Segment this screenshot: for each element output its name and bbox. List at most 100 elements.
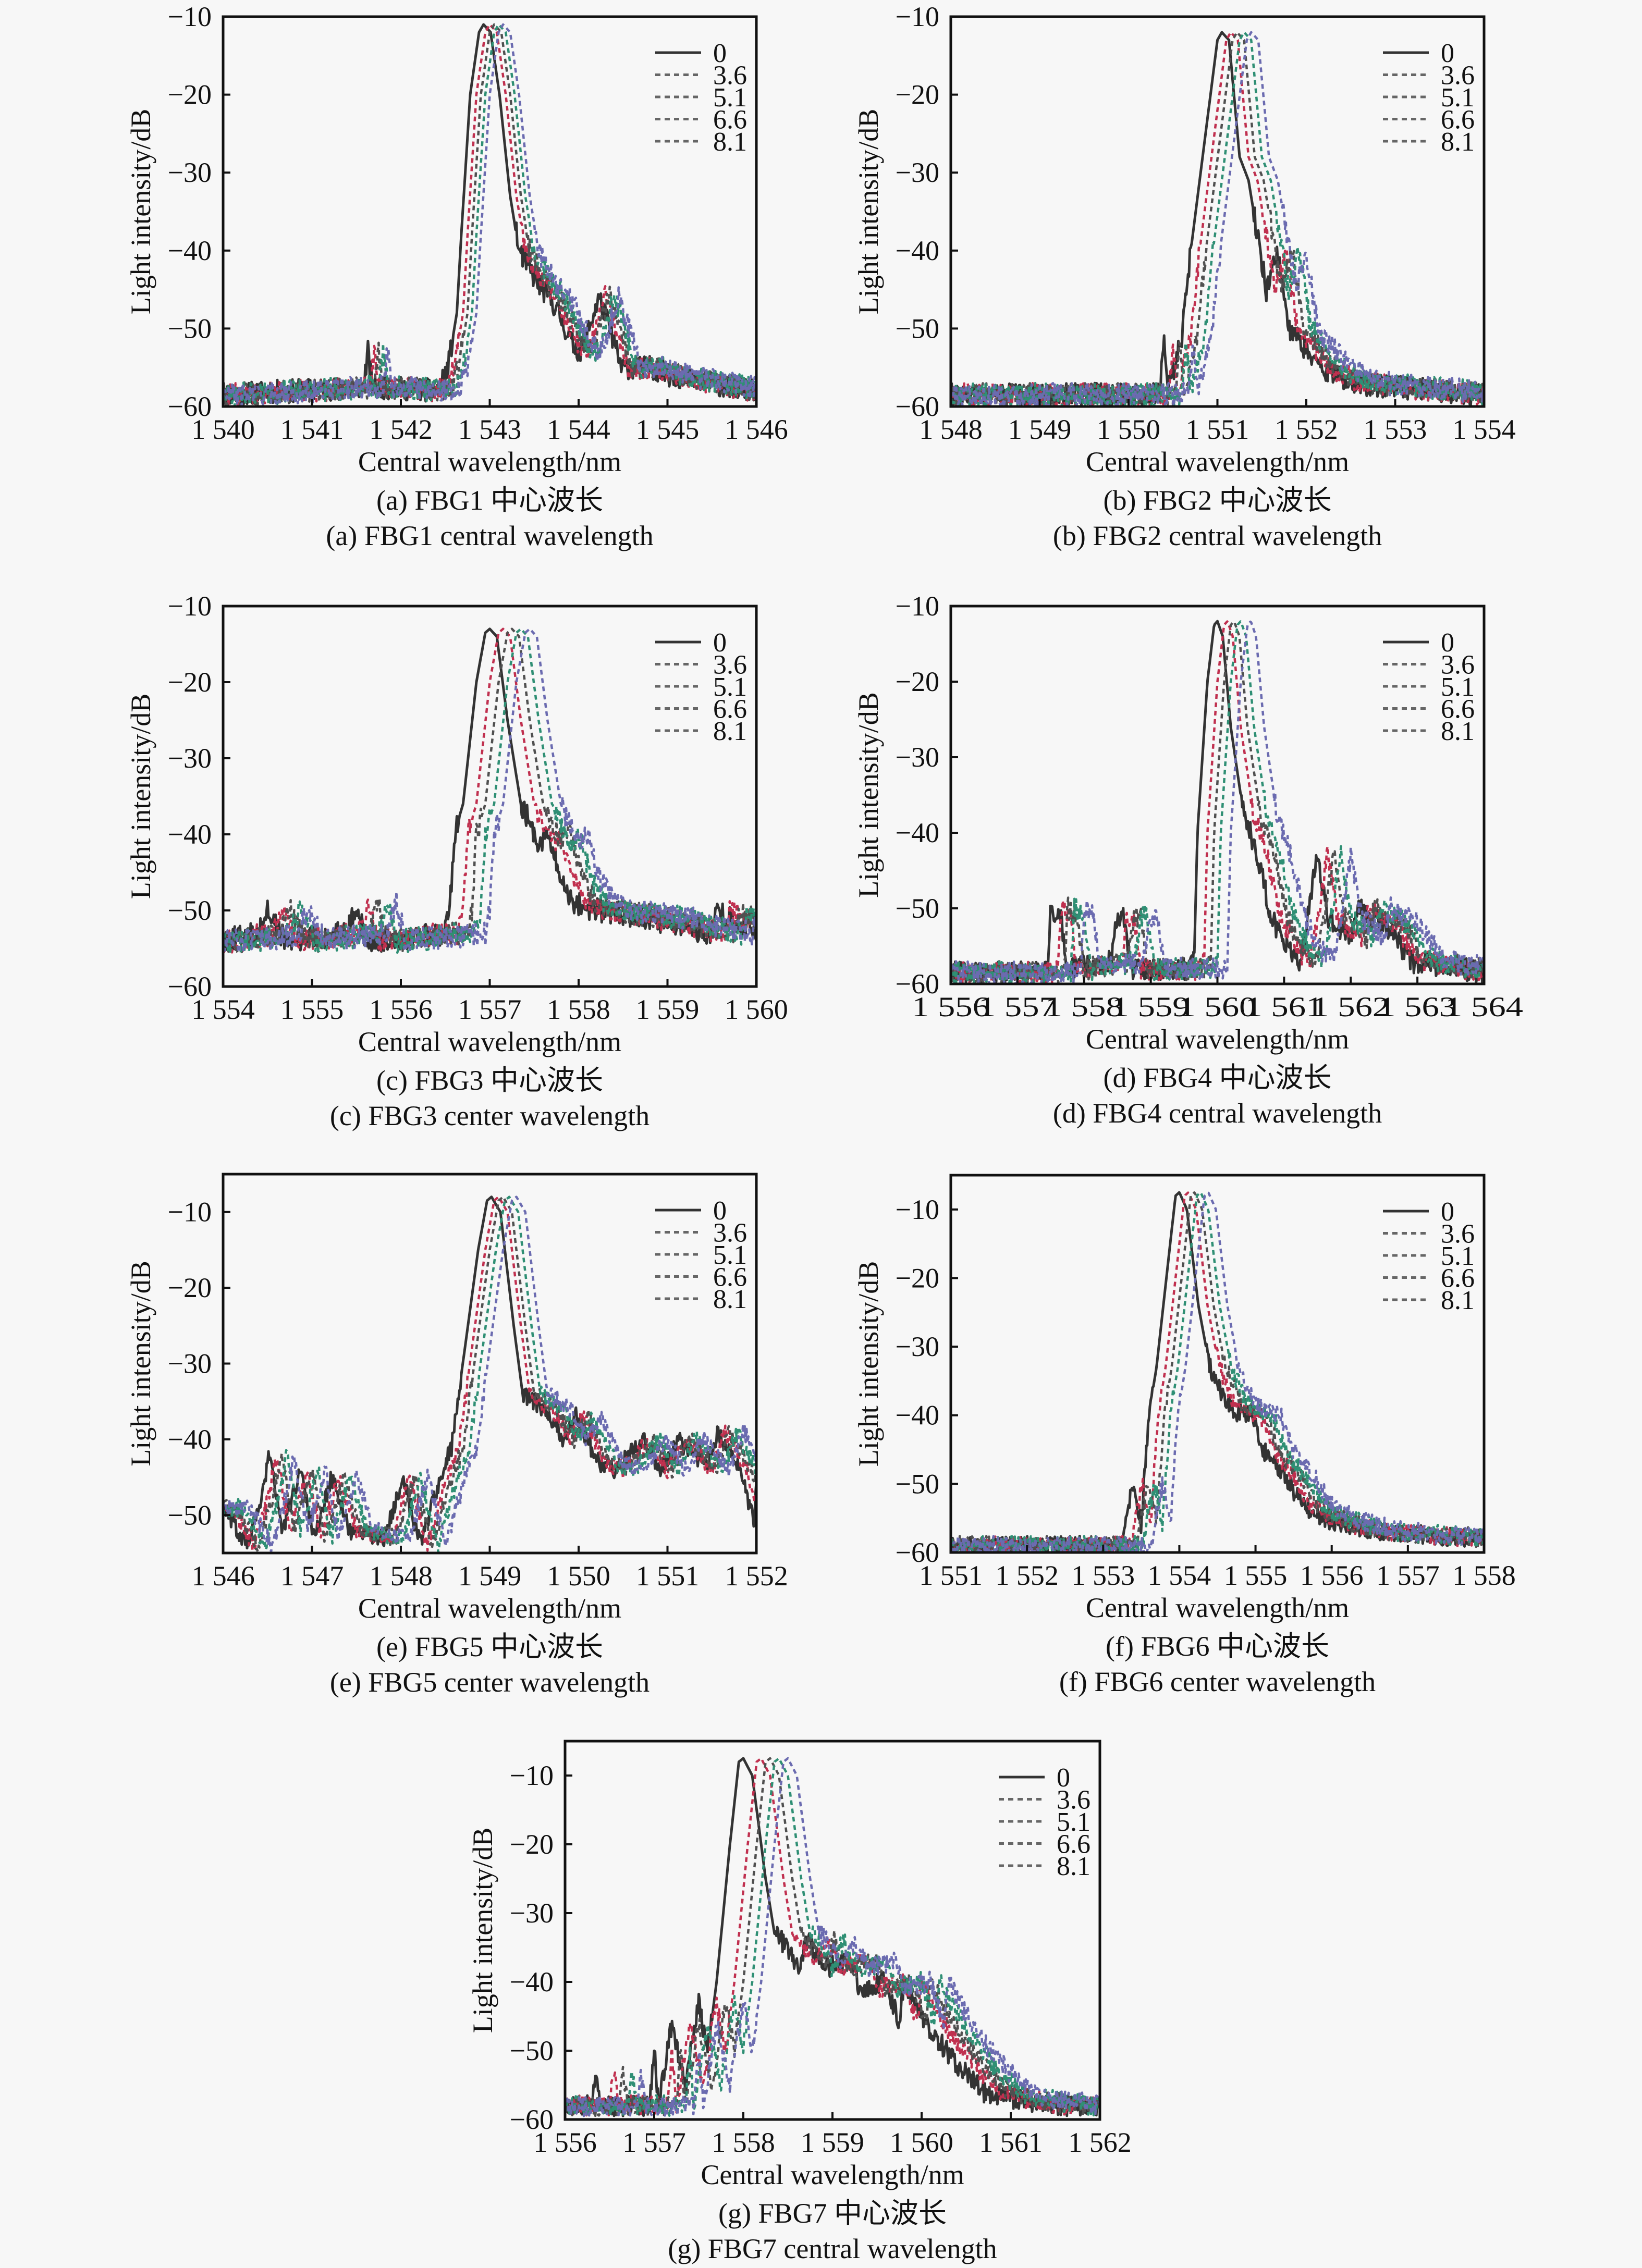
y-tick-label: −20 bbox=[510, 1829, 554, 1860]
legend-label: 3.6 bbox=[1441, 1219, 1475, 1249]
x-tick-label: 1 556 bbox=[912, 991, 990, 1022]
y-axis-label: Light intensity/dB bbox=[125, 109, 156, 315]
x-tick-label: 1 540 bbox=[191, 414, 255, 445]
series-line-8-1 bbox=[223, 23, 756, 406]
x-tick-label: 1 559 bbox=[801, 2127, 864, 2158]
legend-label: 6.6 bbox=[713, 1263, 747, 1292]
series-line-3-6 bbox=[565, 1757, 1100, 2117]
x-axis-label: Central wavelength/nm bbox=[358, 1026, 621, 1057]
legend-label: 8.1 bbox=[1441, 127, 1475, 157]
legend-label: 5.1 bbox=[713, 83, 747, 113]
legend-label: 3.6 bbox=[1057, 1785, 1090, 1815]
x-tick-label: 1 552 bbox=[725, 1560, 788, 1592]
legend-label: 8.1 bbox=[1057, 1852, 1090, 1881]
y-tick-label: −40 bbox=[896, 817, 939, 848]
y-tick-label: −30 bbox=[168, 743, 212, 774]
series-line-5-1 bbox=[565, 1757, 1100, 2117]
x-tick-label: 1 550 bbox=[547, 1560, 610, 1592]
x-tick-label: 1 547 bbox=[280, 1560, 344, 1592]
caption-en: (d) FBG4 central wavelength bbox=[1053, 1098, 1382, 1129]
series-group bbox=[951, 31, 1484, 406]
series-line-5-1 bbox=[223, 23, 756, 406]
caption-cn: (d) FBG4 中心波长 bbox=[1103, 1062, 1331, 1093]
x-tick-label: 1 541 bbox=[280, 414, 344, 445]
x-tick-label: 1 562 bbox=[1312, 991, 1390, 1022]
y-tick-label: −20 bbox=[896, 666, 939, 697]
x-tick-label: 1 555 bbox=[280, 994, 344, 1025]
series-line-6-6 bbox=[565, 1757, 1100, 2117]
y-tick-label: −40 bbox=[168, 235, 212, 266]
x-tick-label: 1 544 bbox=[547, 414, 610, 445]
x-tick-label: 1 558 bbox=[547, 994, 610, 1025]
legend-label: 0 bbox=[713, 1196, 727, 1226]
x-tick-label: 1 552 bbox=[1275, 414, 1338, 445]
y-tick-label: −10 bbox=[896, 590, 939, 622]
y-tick-label: −20 bbox=[168, 79, 212, 110]
x-tick-label: 1 551 bbox=[636, 1560, 700, 1592]
legend-label: 8.1 bbox=[713, 717, 747, 746]
series-line-3-6 bbox=[223, 23, 756, 406]
legend-label: 3.6 bbox=[713, 61, 747, 91]
y-tick-label: −30 bbox=[168, 157, 212, 188]
legend: 03.65.16.68.1 bbox=[999, 1763, 1090, 1881]
x-tick-label: 1 554 bbox=[1452, 414, 1516, 445]
series-group bbox=[223, 23, 756, 406]
y-tick-label: −40 bbox=[168, 819, 212, 850]
x-tick-label: 1 557 bbox=[458, 994, 522, 1025]
series-line-6-6 bbox=[951, 31, 1484, 406]
x-tick-label: 1 558 bbox=[1045, 991, 1123, 1022]
y-tick-label: −50 bbox=[168, 313, 212, 344]
series-line-0 bbox=[565, 1757, 1100, 2117]
series-line-8-1 bbox=[223, 1195, 756, 1553]
series-line-6-6 bbox=[223, 1195, 756, 1553]
legend-label: 5.1 bbox=[713, 672, 747, 702]
legend-label: 0 bbox=[1057, 1763, 1070, 1793]
y-tick-label: −50 bbox=[896, 313, 939, 344]
series-line-6-6 bbox=[951, 1191, 1484, 1552]
y-tick-label: −50 bbox=[510, 2035, 554, 2066]
y-tick-label: −50 bbox=[896, 1468, 939, 1499]
legend-label: 0 bbox=[1441, 628, 1454, 658]
y-axis-label: Light intensity/dB bbox=[853, 109, 884, 315]
y-tick-label: −10 bbox=[168, 1, 212, 32]
y-tick-label: −20 bbox=[896, 1262, 939, 1293]
chart-panel-f: −60 −50 −40 −30 −20 −10 1 551 1 552 1 553 1 554 1 … bbox=[853, 1174, 1516, 1697]
caption-en: (e) FBG5 center wavelength bbox=[330, 1667, 650, 1698]
y-axis-label: Light intensity/dB bbox=[467, 1828, 498, 2033]
chart-panel-g: −60 −50 −40 −30 −20 −10 1 556 1 557 1 558 1 559 1 … bbox=[467, 1740, 1132, 2264]
x-tick-label: 1 557 bbox=[1376, 1560, 1440, 1591]
x-tick-label: 1 548 bbox=[919, 414, 983, 445]
legend-label: 8.1 bbox=[1441, 717, 1475, 746]
series-line-3-6 bbox=[951, 31, 1484, 406]
y-axis-label: Light intensity/dB bbox=[125, 1261, 156, 1466]
chart-panel-b: −60 −50 −40 −30 −20 −10 1 548 1 549 1 550 1 551 1 … bbox=[853, 1, 1516, 551]
y-tick-label: −10 bbox=[896, 1, 939, 32]
y-tick-label: −60 bbox=[896, 391, 939, 422]
series-line-8-1 bbox=[223, 627, 756, 954]
x-tick-label: 1 551 bbox=[919, 1560, 983, 1591]
x-axis-label: Central wavelength/nm bbox=[358, 446, 621, 477]
x-tick-label: 1 564 bbox=[1445, 991, 1523, 1022]
x-tick-label: 1 561 bbox=[979, 2127, 1043, 2158]
legend: 03.65.16.68.1 bbox=[655, 1196, 747, 1314]
series-group bbox=[223, 1195, 756, 1553]
y-tick-label: −50 bbox=[168, 1499, 212, 1531]
y-tick-label: −40 bbox=[168, 1424, 212, 1455]
x-tick-label: 1 552 bbox=[995, 1560, 1059, 1591]
y-tick-label: −40 bbox=[896, 1400, 939, 1431]
plot-frame bbox=[563, 1740, 1101, 2121]
x-axis-label: Central wavelength/nm bbox=[1086, 1592, 1349, 1623]
legend-label: 5.1 bbox=[1057, 1807, 1090, 1837]
caption-cn: (e) FBG5 中心波长 bbox=[376, 1631, 603, 1662]
y-tick-label: −50 bbox=[896, 893, 939, 924]
x-tick-label: 1 556 bbox=[369, 994, 433, 1025]
y-tick-label: −60 bbox=[896, 968, 939, 1000]
x-tick-label: 1 545 bbox=[636, 414, 700, 445]
legend-label: 8.1 bbox=[1441, 1286, 1475, 1315]
y-tick-label: −60 bbox=[168, 391, 212, 422]
x-axis-label: Central wavelength/nm bbox=[358, 1593, 621, 1624]
x-tick-label: 1 556 bbox=[533, 2127, 597, 2158]
y-tick-label: −50 bbox=[168, 895, 212, 926]
